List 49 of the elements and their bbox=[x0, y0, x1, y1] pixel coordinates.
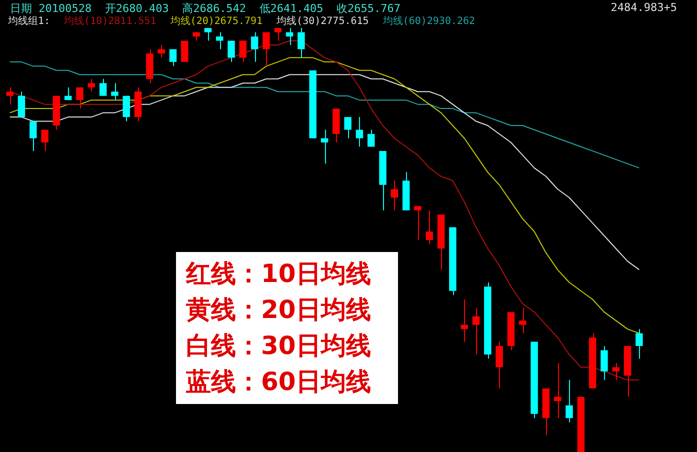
candlestick bbox=[519, 307, 526, 334]
candlestick bbox=[356, 116, 364, 148]
candlestick bbox=[344, 116, 352, 139]
candlestick bbox=[600, 346, 608, 380]
candlestick bbox=[262, 32, 270, 67]
candlestick bbox=[496, 341, 503, 389]
candlestick bbox=[181, 40, 188, 62]
candlestick bbox=[298, 28, 305, 58]
candlestick bbox=[320, 129, 328, 164]
text: 均线(30)2775.615 bbox=[276, 16, 369, 27]
chart-title: 日期 20100528 开2680.403 高2686.542 低2641.405 收2655.767 bbox=[10, 1, 401, 16]
candlestick bbox=[426, 210, 434, 245]
candlestick bbox=[566, 379, 573, 423]
candlestick bbox=[612, 362, 620, 380]
candlestick bbox=[554, 362, 562, 419]
candlestick bbox=[414, 206, 422, 240]
candlestick bbox=[41, 129, 48, 152]
candlestick bbox=[228, 40, 235, 62]
text: 均线(20)2675.791 bbox=[170, 16, 263, 27]
text: 2484.983+5 bbox=[610, 1, 677, 14]
text: 均线(10)2811.551 bbox=[64, 16, 156, 27]
candlestick bbox=[64, 86, 72, 101]
annotation: 红线：10日均线 bbox=[186, 258, 372, 290]
candlestick bbox=[250, 32, 258, 62]
candlestick bbox=[390, 180, 398, 211]
legend-title: 均线组1: bbox=[8, 16, 50, 27]
candlestick bbox=[158, 44, 165, 58]
candlestick bbox=[18, 91, 26, 118]
candlestick bbox=[6, 86, 14, 105]
annotation: 白线：30日均线 bbox=[186, 330, 372, 362]
candlestick bbox=[30, 120, 37, 152]
candlestick bbox=[286, 28, 294, 46]
candlestick bbox=[111, 82, 118, 101]
candlestick bbox=[368, 129, 375, 148]
candlestick bbox=[460, 298, 468, 342]
annotation: 蓝线：60日均线 bbox=[186, 366, 372, 398]
candlestick bbox=[274, 28, 282, 42]
annotation: 黄线：20日均线 bbox=[186, 294, 372, 326]
candlestick bbox=[636, 328, 643, 360]
candlestick bbox=[169, 48, 177, 67]
candlestick bbox=[99, 78, 107, 96]
candlestick bbox=[88, 78, 96, 92]
candlestick bbox=[216, 32, 224, 50]
candlestick bbox=[76, 86, 84, 110]
candlestick bbox=[122, 95, 130, 122]
candlestick bbox=[239, 40, 247, 62]
candlestick bbox=[472, 307, 480, 355]
candlestick bbox=[204, 28, 212, 42]
text: 均线(60)2930.262 bbox=[382, 16, 476, 27]
